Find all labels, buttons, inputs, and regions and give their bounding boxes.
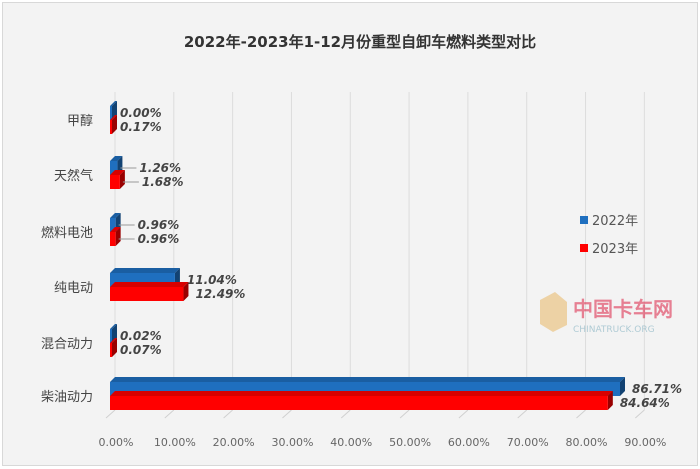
bar-2023年-混合动力: 0.07% [110, 338, 162, 357]
data-label: 0.96% [138, 232, 180, 246]
bar-top [110, 227, 121, 232]
svg-text:CHINATRUCK.ORG: CHINATRUCK.ORG [573, 325, 655, 335]
x-tick-label: 90.00% [624, 436, 666, 449]
bar-top [110, 377, 625, 382]
bar-face [110, 287, 184, 301]
data-label: 12.49% [195, 287, 245, 301]
gridline-base [282, 409, 292, 419]
bar-side [115, 227, 121, 246]
bar-top [110, 324, 117, 329]
category-label: 甲醇 [67, 113, 93, 129]
bar-top [110, 156, 123, 161]
x-tick-label: 50.00% [389, 436, 431, 449]
bar-side [112, 115, 117, 134]
gridline-base [164, 409, 175, 419]
bar-2022年-天然气: 1.26% [110, 156, 181, 175]
gridline-base [340, 409, 351, 419]
bar-face [110, 106, 112, 120]
data-label: 0.07% [120, 343, 162, 357]
legend-label: 2022年 [592, 214, 638, 229]
legend-label: 2023年 [592, 242, 638, 257]
data-label: 0.17% [120, 120, 162, 134]
watermark-logo: 中国卡车网 CHINATRUCK.ORG [540, 292, 673, 335]
bar-top [110, 213, 121, 218]
bar-2023年-柴油动力: 84.64% [110, 391, 670, 410]
bar-2022年-燃料电池: 0.96% [110, 213, 179, 232]
bar-side [112, 338, 117, 357]
bar-side [620, 377, 625, 396]
x-tick-label: 0.00% [99, 436, 134, 449]
x-tick-label: 60.00% [448, 436, 490, 449]
bar-side [119, 170, 125, 189]
x-tick-label: 30.00% [271, 436, 313, 449]
bar-2022年-甲醇: 0.00% [110, 101, 162, 120]
x-tick-label: 40.00% [330, 436, 372, 449]
gridline-base [576, 409, 586, 419]
data-label: 1.68% [142, 175, 184, 189]
bar-face [110, 120, 112, 134]
legend-swatch [580, 216, 588, 224]
gridline-base [458, 409, 469, 419]
gridline-base [105, 409, 116, 419]
bar-side [183, 282, 189, 301]
bar-face [110, 329, 112, 343]
data-label: 11.04% [187, 273, 237, 287]
bar-top [110, 170, 125, 175]
bar-face [110, 218, 116, 232]
bar-top [110, 282, 189, 287]
gridline-base [399, 409, 410, 419]
bar-2023年-纯电动: 12.49% [110, 282, 245, 301]
svg-text:中国卡车网: 中国卡车网 [573, 297, 673, 321]
bar-face [110, 161, 118, 175]
x-tick-label: 70.00% [507, 436, 549, 449]
bar-2022年-混合动力: 0.02% [110, 324, 162, 343]
bar-top [110, 115, 117, 120]
x-tick-label: 80.00% [566, 436, 608, 449]
chart-title: 2022年-2023年1-12月份重型自卸车燃料类型对比 [184, 33, 536, 51]
gridline-base [517, 409, 528, 419]
bar-top [110, 268, 180, 273]
data-label: 86.71% [632, 382, 682, 396]
bar-face [110, 396, 608, 410]
x-tick-label: 10.00% [154, 436, 196, 449]
gridline-base [635, 409, 645, 419]
bar-2023年-燃料电池: 0.96% [110, 227, 179, 246]
category-label: 天然气 [54, 168, 93, 184]
data-label: 84.64% [620, 396, 670, 410]
bar-2023年-甲醇: 0.17% [110, 115, 162, 134]
data-label: 0.96% [138, 218, 180, 232]
legend-swatch [580, 244, 588, 252]
data-label: 0.02% [120, 329, 162, 343]
data-label: 1.26% [139, 161, 181, 175]
bar-face [110, 343, 112, 357]
category-label: 柴油动力 [41, 390, 93, 405]
category-label: 纯电动 [54, 281, 93, 296]
category-label: 燃料电池 [41, 225, 93, 241]
bar-top [110, 101, 117, 106]
bar-face [110, 175, 120, 189]
data-label: 0.00% [120, 106, 162, 120]
bar-2023年-天然气: 1.68% [110, 170, 184, 189]
bar-top [110, 391, 613, 396]
bar-face [110, 232, 116, 246]
gridline-base [223, 409, 233, 419]
x-tick-label: 20.00% [213, 436, 255, 449]
category-label: 混合动力 [41, 337, 93, 352]
bar-top [110, 338, 117, 343]
bar-side [607, 391, 613, 410]
